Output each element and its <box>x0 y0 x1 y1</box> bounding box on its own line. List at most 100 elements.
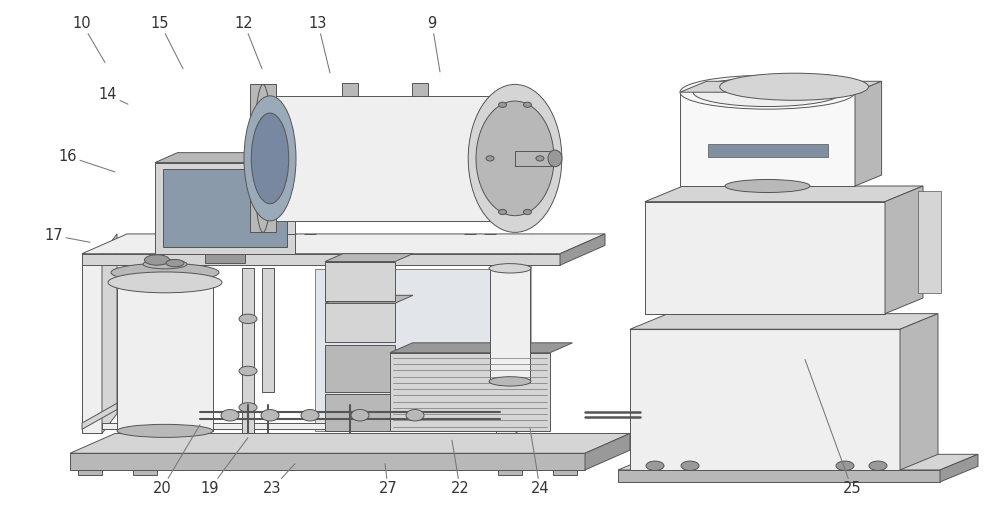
Text: 14: 14 <box>99 88 128 104</box>
Polygon shape <box>560 234 605 265</box>
Polygon shape <box>133 470 157 475</box>
Polygon shape <box>325 254 413 262</box>
Ellipse shape <box>144 255 170 265</box>
Ellipse shape <box>251 113 289 204</box>
Polygon shape <box>390 353 550 431</box>
Polygon shape <box>325 303 395 342</box>
Polygon shape <box>315 269 525 431</box>
Polygon shape <box>585 433 630 470</box>
Ellipse shape <box>536 156 544 161</box>
Ellipse shape <box>166 259 184 267</box>
Polygon shape <box>680 92 855 186</box>
Polygon shape <box>155 163 295 254</box>
Polygon shape <box>82 254 560 265</box>
Ellipse shape <box>108 272 222 293</box>
Polygon shape <box>708 144 828 157</box>
Text: 9: 9 <box>427 16 440 72</box>
Polygon shape <box>940 454 978 482</box>
Ellipse shape <box>143 259 187 269</box>
Polygon shape <box>82 254 102 433</box>
Ellipse shape <box>646 461 664 470</box>
Ellipse shape <box>499 209 507 215</box>
Polygon shape <box>645 202 885 314</box>
Text: 17: 17 <box>45 228 90 243</box>
Polygon shape <box>325 262 395 301</box>
Ellipse shape <box>486 156 494 161</box>
Ellipse shape <box>523 102 531 107</box>
Polygon shape <box>498 470 522 475</box>
Polygon shape <box>630 314 938 329</box>
Polygon shape <box>102 234 117 433</box>
Text: 12: 12 <box>235 16 262 69</box>
Ellipse shape <box>725 179 810 193</box>
Polygon shape <box>205 254 245 263</box>
Polygon shape <box>70 433 630 453</box>
Polygon shape <box>82 403 117 429</box>
Ellipse shape <box>261 410 279 421</box>
Text: 19: 19 <box>201 438 248 496</box>
Polygon shape <box>885 186 923 314</box>
Text: 13: 13 <box>309 16 330 73</box>
Polygon shape <box>325 394 395 431</box>
Polygon shape <box>270 96 510 221</box>
Ellipse shape <box>239 366 257 376</box>
Polygon shape <box>900 314 938 470</box>
Polygon shape <box>515 151 555 166</box>
Polygon shape <box>490 268 530 381</box>
Ellipse shape <box>548 150 562 167</box>
Ellipse shape <box>681 461 699 470</box>
Polygon shape <box>78 470 102 475</box>
Polygon shape <box>496 403 531 429</box>
Polygon shape <box>82 234 605 254</box>
Polygon shape <box>155 153 318 163</box>
Ellipse shape <box>221 410 239 421</box>
Polygon shape <box>630 329 900 470</box>
Ellipse shape <box>117 272 213 288</box>
Text: 15: 15 <box>151 16 183 69</box>
Ellipse shape <box>117 424 213 438</box>
Ellipse shape <box>239 403 257 412</box>
Text: 25: 25 <box>805 359 861 496</box>
Text: 23: 23 <box>263 464 295 496</box>
Ellipse shape <box>468 84 562 232</box>
Ellipse shape <box>301 410 319 421</box>
Polygon shape <box>163 169 287 247</box>
Ellipse shape <box>111 264 219 281</box>
Ellipse shape <box>523 209 531 215</box>
Ellipse shape <box>254 84 272 232</box>
Polygon shape <box>390 343 572 353</box>
Polygon shape <box>516 234 531 433</box>
Ellipse shape <box>351 410 369 421</box>
Ellipse shape <box>836 461 854 470</box>
Polygon shape <box>618 454 978 470</box>
Text: 24: 24 <box>530 428 549 496</box>
Polygon shape <box>855 81 882 186</box>
Text: 10: 10 <box>73 16 105 63</box>
Ellipse shape <box>489 377 531 386</box>
Ellipse shape <box>869 461 887 470</box>
Ellipse shape <box>489 264 531 273</box>
Text: 20: 20 <box>153 425 200 496</box>
Polygon shape <box>918 191 941 293</box>
Polygon shape <box>262 268 274 392</box>
Polygon shape <box>117 280 213 431</box>
Polygon shape <box>325 295 413 303</box>
Ellipse shape <box>406 410 424 421</box>
Polygon shape <box>102 423 496 429</box>
Polygon shape <box>342 83 358 96</box>
Ellipse shape <box>499 102 507 107</box>
Text: 16: 16 <box>59 149 115 172</box>
Polygon shape <box>412 83 428 96</box>
Polygon shape <box>325 345 395 392</box>
Polygon shape <box>70 453 585 470</box>
Polygon shape <box>496 254 516 433</box>
Polygon shape <box>250 84 276 232</box>
Polygon shape <box>618 470 940 482</box>
Polygon shape <box>242 268 254 433</box>
Polygon shape <box>143 264 187 280</box>
Ellipse shape <box>239 314 257 324</box>
Ellipse shape <box>720 73 868 101</box>
Ellipse shape <box>244 96 296 221</box>
Text: 27: 27 <box>379 464 397 496</box>
Ellipse shape <box>693 78 842 107</box>
